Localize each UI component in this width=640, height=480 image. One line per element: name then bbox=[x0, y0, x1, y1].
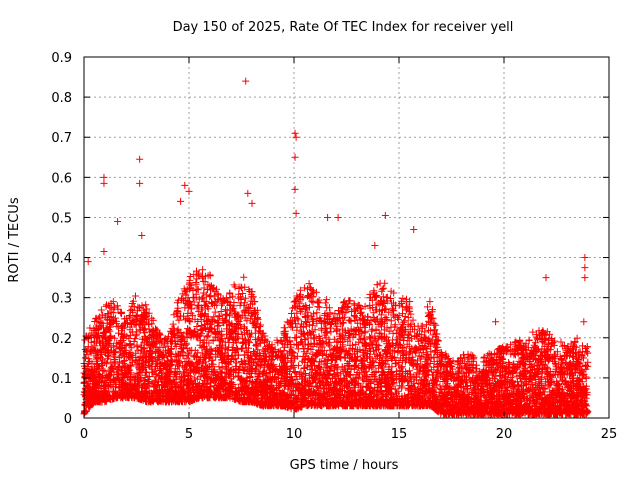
x-axis-label: GPS time / hours bbox=[290, 458, 399, 473]
x-tick-label-3: 15 bbox=[391, 427, 408, 442]
outlier-point-7 bbox=[136, 179, 144, 187]
y-tick-label-5: 0.5 bbox=[51, 211, 72, 226]
chart-title: Day 150 of 2025, Rate Of TEC Index for r… bbox=[173, 20, 514, 35]
outlier-point-19 bbox=[410, 225, 418, 233]
axis-ticks: 0 5 10 15 20 25 0 0.1 0.2 0.3 0.4 0.5 0.6 0.7 0.8 0.9 bbox=[51, 51, 617, 442]
x-tick-label-2: 10 bbox=[286, 427, 303, 442]
y-tick-label-7: 0.7 bbox=[51, 131, 72, 146]
data-points bbox=[80, 77, 592, 418]
outlier-point-6 bbox=[100, 179, 108, 187]
outlier-point-10 bbox=[185, 187, 193, 195]
y-tick-label-0: 0 bbox=[64, 412, 72, 427]
outlier-point-22 bbox=[100, 248, 108, 256]
outlier-point-23 bbox=[84, 258, 92, 266]
y-tick-label-3: 0.3 bbox=[51, 292, 72, 307]
outlier-point-9 bbox=[291, 185, 299, 193]
scatter-markers bbox=[80, 266, 592, 418]
outlier-point-13 bbox=[177, 197, 185, 205]
y-tick-label-4: 0.4 bbox=[51, 252, 72, 267]
outlier-point-17 bbox=[381, 211, 389, 219]
outlier-point-16 bbox=[334, 213, 342, 221]
outlier-point-0 bbox=[242, 77, 250, 85]
outlier-point-28 bbox=[580, 318, 588, 326]
y-tick-label-8: 0.8 bbox=[51, 91, 72, 106]
outlier-point-20 bbox=[138, 231, 146, 239]
outlier-point-1 bbox=[291, 129, 299, 137]
outlier-point-29 bbox=[492, 318, 500, 326]
plot-frame bbox=[83, 56, 610, 419]
outlier-point-4 bbox=[136, 155, 144, 163]
outlier-point-15 bbox=[324, 213, 332, 221]
outlier-point-12 bbox=[248, 199, 256, 207]
outlier-point-3 bbox=[291, 153, 299, 161]
y-tick-label-9: 0.9 bbox=[51, 51, 72, 66]
outlier-point-2 bbox=[292, 133, 300, 141]
outlier-point-11 bbox=[244, 189, 252, 197]
x-tick-label-0: 0 bbox=[80, 427, 88, 442]
outlier-point-18 bbox=[114, 217, 122, 225]
y-tick-label-6: 0.6 bbox=[51, 171, 72, 186]
outlier-point-8 bbox=[181, 181, 189, 189]
outlier-point-14 bbox=[292, 209, 300, 217]
x-tick-label-5: 25 bbox=[601, 427, 618, 442]
outlier-point-25 bbox=[581, 254, 589, 262]
outlier-point-26 bbox=[581, 264, 589, 272]
y-tick-label-2: 0.2 bbox=[51, 332, 72, 347]
y-tick-label-1: 0.1 bbox=[51, 372, 72, 387]
outlier-point-21 bbox=[371, 242, 379, 250]
y-axis-label: ROTI / TECUs bbox=[7, 197, 22, 282]
outlier-point-5 bbox=[100, 173, 108, 181]
outlier-point-24 bbox=[542, 274, 550, 282]
x-tick-label-4: 20 bbox=[496, 427, 513, 442]
outlier-point-27 bbox=[581, 274, 589, 282]
x-tick-label-1: 5 bbox=[185, 427, 193, 442]
